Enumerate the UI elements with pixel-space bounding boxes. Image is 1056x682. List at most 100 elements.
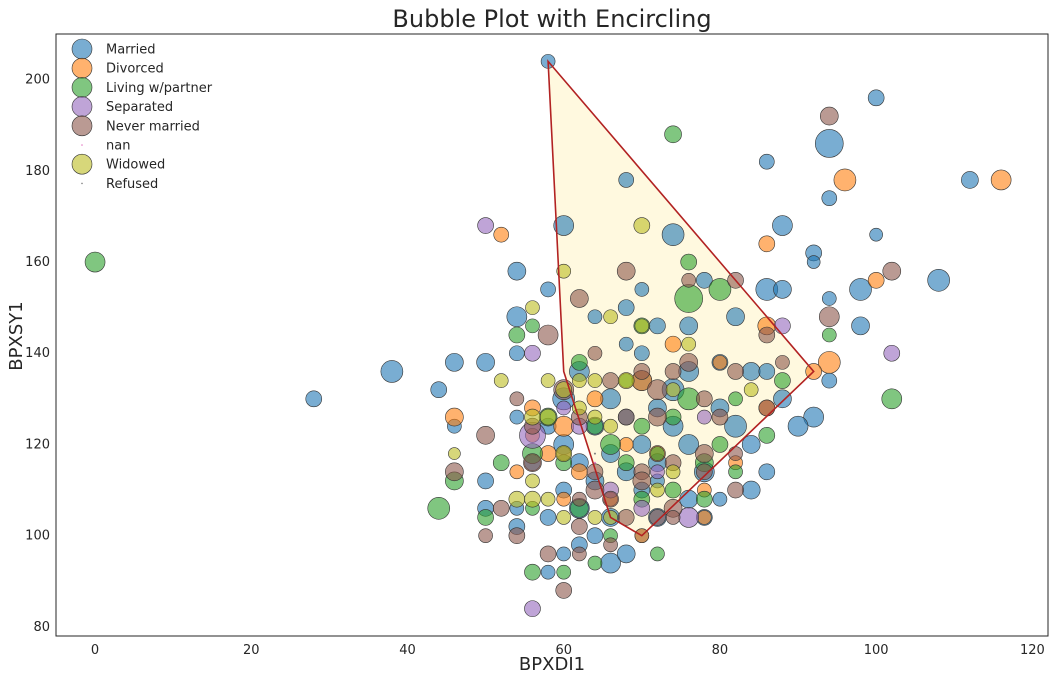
bubble-never-married [585,480,605,500]
bubble-never-married [570,289,589,308]
bubble-widowed [493,373,509,388]
bubble-widowed [524,408,541,426]
legend-marker-living-w-partner [71,77,93,98]
bubble-never-married [647,379,668,401]
bubble-living-w-partner [571,354,588,371]
bubble-widowed [524,490,541,508]
bubble-divorced [697,510,712,525]
bubble-never-married [616,261,636,281]
bubble-married [632,435,652,454]
bubble-never-married [664,363,682,380]
x-tick-label: 0 [91,643,99,658]
bubble-never-married [728,446,743,461]
bubble-married [814,129,844,158]
bubble-widowed [603,418,618,434]
legend-label-refused: Refused [106,177,158,192]
bubble-never-married [681,272,696,288]
bubble-never-married [445,462,464,482]
bubble-living-w-partner [821,327,837,343]
legend-label-never-married: Never married [106,119,200,134]
bubble-married [634,345,650,362]
x-tick-label: 80 [712,643,729,658]
y-tick-label: 160 [25,255,50,270]
bubble-never-married [665,510,681,525]
legend-label-widowed: Widowed [106,158,165,173]
bubble-never-married [617,509,635,526]
bubble-never-married [711,408,729,426]
legend-marker-widowed [71,153,93,175]
bubble-married [821,190,838,206]
bubble-widowed [540,491,556,507]
y-tick-label: 80 [33,620,50,635]
bubble-married [587,309,603,325]
legend-label-married: Married [106,43,156,58]
bubble-living-w-partner [728,464,743,480]
bubble-married [556,546,572,562]
y-tick-label: 100 [25,529,50,544]
bubble-married [759,153,775,170]
bubble-separated [477,217,494,234]
bubble-married [679,489,698,509]
bubble-never-married [775,355,790,370]
bubble-living-w-partner [680,253,697,271]
bubble-never-married [696,463,713,481]
bubble-married [867,89,885,107]
bubble-married [305,390,323,408]
legend-label-divorced: Divorced [106,62,164,77]
bubble-married [539,509,557,526]
bubble-married [821,372,838,389]
bubble-married [618,336,634,352]
bubble-living-w-partner [477,509,494,526]
bubble-married [634,282,650,297]
bubble-widowed [448,447,461,460]
bubble-widowed [555,445,573,462]
bubble-never-married [572,491,587,507]
bubble-married [696,271,713,289]
plot-frame [55,33,1049,637]
bubble-never-married [508,527,526,544]
bubble-living-w-partner [664,408,682,426]
bubble-widowed [587,510,603,525]
legend-marker-divorced [71,57,93,79]
bubble-living-w-partner [508,326,526,344]
bubble-divorced [833,168,857,192]
bubble-never-married [695,444,714,463]
x-tick-label: 100 [864,643,889,658]
x-tick-label: 120 [1020,643,1045,658]
x-tick-label: 40 [399,643,416,658]
bubble-never-married [539,545,557,563]
bubble-divorced [586,390,604,408]
bubble-widowed [539,408,557,426]
bubble-never-married [758,399,776,417]
bubble-living-w-partner [633,417,651,435]
bubble-separated [524,344,541,362]
bubble-married [507,261,527,281]
bubble-living-w-partner [600,434,621,455]
bubble-married [849,278,872,301]
bubble-never-married [679,353,698,372]
bubble-living-w-partner [696,490,713,508]
bubble-divorced [571,463,588,481]
bubble-living-w-partner [664,125,682,144]
bubble-married [869,227,883,242]
bubble-never-married [603,537,618,553]
bubble-married [649,317,666,335]
bubble-never-married [476,426,495,445]
x-axis-ticks: 0 20 40 60 80 100 120 [91,643,1045,658]
bubble-married [773,389,792,409]
bubble-divorced [493,226,510,243]
y-tick-label: 140 [25,346,50,361]
bubble-divorced [509,464,525,480]
bubble-married [661,223,685,246]
bubble-married [821,291,837,306]
bubble-widowed [556,263,572,279]
bubble-married [509,345,525,362]
bubble-never-married [478,528,493,543]
bubble-married [741,362,761,381]
bubble-never-married [818,306,840,328]
bubble-never-married [572,546,587,562]
bubble-divorced [618,437,634,452]
bubble-married [803,406,824,428]
bubble-refused [593,452,596,455]
